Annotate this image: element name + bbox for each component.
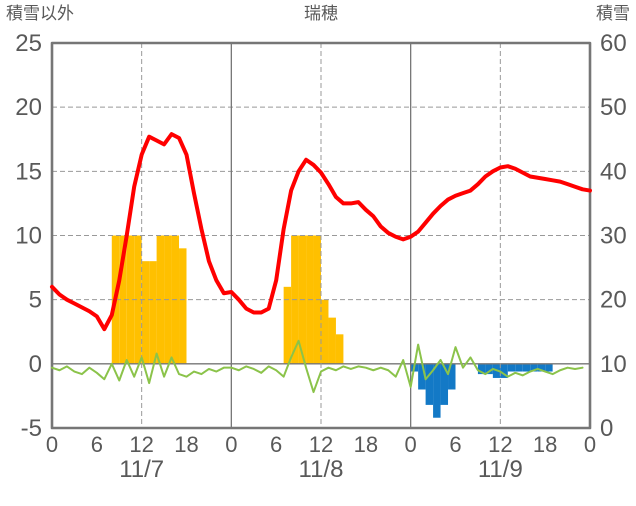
svg-text:積雪以外: 積雪以外	[6, 4, 74, 23]
svg-text:0: 0	[46, 432, 58, 457]
svg-text:0: 0	[29, 351, 42, 378]
svg-text:20: 20	[600, 287, 627, 314]
svg-text:積雪: 積雪	[596, 4, 630, 23]
svg-text:0: 0	[405, 432, 417, 457]
svg-text:18: 18	[354, 432, 378, 457]
svg-text:0: 0	[584, 432, 596, 457]
svg-text:10: 10	[15, 223, 42, 250]
svg-text:18: 18	[533, 432, 557, 457]
svg-text:11/7: 11/7	[119, 456, 164, 483]
svg-text:0: 0	[600, 415, 613, 442]
svg-text:瑞穂: 瑞穂	[304, 4, 338, 23]
svg-text:0: 0	[225, 432, 237, 457]
svg-text:60: 60	[600, 30, 627, 57]
svg-text:10: 10	[600, 351, 627, 378]
svg-text:30: 30	[600, 223, 627, 250]
svg-text:15: 15	[15, 158, 42, 185]
svg-text:12: 12	[488, 432, 512, 457]
svg-text:40: 40	[600, 158, 627, 185]
svg-text:6: 6	[449, 432, 461, 457]
svg-text:11/9: 11/9	[478, 456, 523, 483]
svg-text:20: 20	[15, 94, 42, 121]
svg-text:11/8: 11/8	[299, 456, 344, 483]
svg-text:25: 25	[15, 30, 42, 57]
svg-text:12: 12	[309, 432, 333, 457]
svg-text:6: 6	[270, 432, 282, 457]
svg-text:5: 5	[29, 287, 42, 314]
svg-text:12: 12	[129, 432, 153, 457]
svg-text:-5: -5	[21, 415, 42, 442]
svg-text:18: 18	[174, 432, 198, 457]
svg-text:50: 50	[600, 94, 627, 121]
svg-text:6: 6	[91, 432, 103, 457]
